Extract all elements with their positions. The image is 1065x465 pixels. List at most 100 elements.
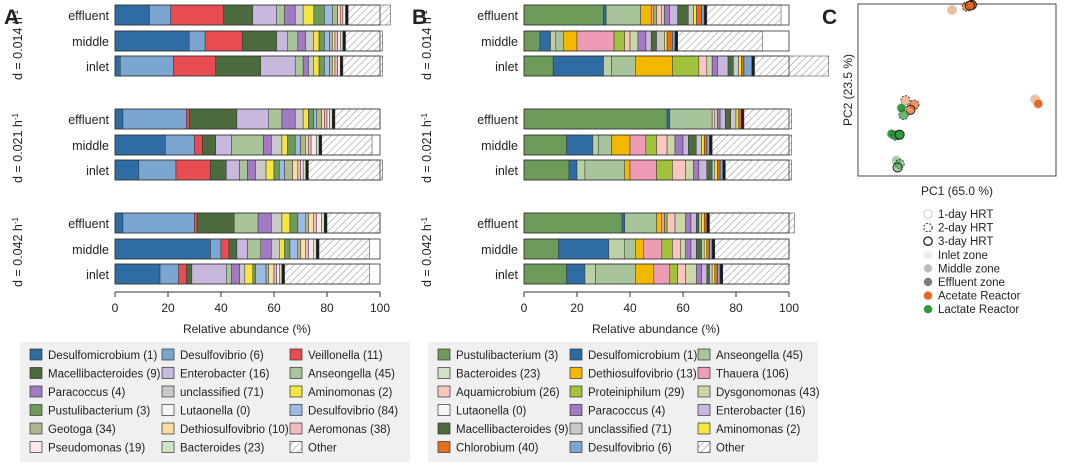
panel-a-bar-5-segment-2	[175, 159, 211, 181]
panel-c-legend-item-hrt3: 3-day HRT	[938, 236, 993, 248]
panel-label-a: A	[4, 6, 19, 29]
panel-b-legend-item-15: Chlorobium (40)	[456, 443, 539, 455]
panel-b-bar-label-middle: middle	[481, 139, 518, 153]
panel-b-x-tick-label-60: 60	[676, 301, 690, 315]
panel-a-bar-8-segment-6	[231, 263, 240, 285]
panel-b-bar-2-segment-6	[672, 55, 700, 77]
panel-a-bar-1-segment-0	[114, 30, 190, 52]
panel-b-x-tick-label-40: 40	[623, 301, 637, 315]
panel-label-b: B	[412, 6, 427, 29]
panel-b-legend-item-6: Aquamicrobium (26)	[456, 387, 560, 399]
panel-b-legend-item-3: Bacteroides (23)	[456, 369, 541, 381]
panel-b-bar-6-segment-5	[661, 212, 665, 234]
panel-b-bar-5-segment-17	[722, 159, 726, 181]
panel-b-bar-8-segment-8	[685, 263, 697, 285]
panel-b-bar-5-segment-1	[568, 159, 578, 181]
panel-a-bar-3-segment-12	[321, 108, 325, 130]
panel-b-bar-0-segment-10	[669, 4, 678, 26]
panel-a-bar-5-segment-6	[247, 159, 256, 181]
panel-a-bar-5-segment-5	[239, 159, 248, 181]
panel-a-group-label-0: d = 0.014 h-1	[11, 9, 26, 80]
panel-b-bar-1-segment-5	[576, 30, 615, 52]
panel-b-legend-swatch-15	[437, 441, 451, 453]
panel-a-bar-1-segment-11	[329, 30, 333, 52]
panel-b-bar-6-segment-12	[698, 212, 702, 234]
panel-a-bar-1-segment-8	[313, 30, 320, 52]
panel-b-x-tick-label-0: 0	[521, 301, 528, 315]
panel-a-bar-3-segment-18	[334, 108, 381, 130]
panel-a-bar-6-segment-10	[297, 212, 307, 234]
panel-c-legend-marker-hrt3	[923, 236, 933, 246]
panel-a-legend-item-11: Desulfovibrio (84)	[308, 406, 398, 418]
panel-b-bar-0-segment-1	[603, 4, 607, 26]
panel-a-bar-label-middle: middle	[72, 35, 109, 49]
panel-a-bar-2-segment-11	[329, 55, 333, 77]
panel-a-bar-3-segment-7	[294, 108, 304, 130]
panel-b-legend-item-10: Paracoccus (4)	[588, 406, 666, 418]
panel-b-bar-4-segment-17	[709, 134, 713, 156]
panel-b-bar-6-segment-11	[696, 212, 700, 234]
panel-a-bar-5-outline	[114, 159, 381, 181]
panel-b-bar-5-segment-0	[523, 159, 570, 181]
panel-b-bar-4-segment-3	[597, 134, 612, 156]
panel-b-bar-0-segment-6	[653, 4, 657, 26]
panel-a-bar-label-middle: middle	[72, 243, 109, 257]
panel-a-bar-1-segment-5	[287, 30, 299, 52]
panel-b-bar-1-segment-18	[677, 30, 763, 52]
panel-a-x-tick-label-60: 60	[267, 301, 281, 315]
panel-b-bar-6-segment-18	[709, 212, 795, 234]
panel-b-legend-item-16: Desulfovibrio (6)	[588, 443, 672, 455]
panel-b-bar-label-middle: middle	[481, 243, 518, 257]
panel-b-bar-4-segment-10	[682, 134, 689, 156]
panel-a-bar-2-segment-17	[340, 55, 344, 77]
panel-b-bar-label-inlet: inlet	[495, 164, 518, 178]
panel-c-legend-marker-acetate	[923, 291, 933, 300]
panel-a-bar-0-segment-8	[302, 4, 314, 26]
panel-a-bar-7-segment-13	[305, 238, 309, 260]
panel-a-bar-0-segment-5	[276, 4, 285, 26]
panel-b-bar-6-segment-7	[666, 212, 676, 234]
panel-b-bar-8-segment-9	[696, 263, 702, 285]
panel-a-bar-4-segment-18	[321, 134, 373, 156]
panel-b-bar-5-segment-6	[656, 159, 673, 181]
panel-b-bar-1-segment-3	[555, 30, 564, 52]
panel-b-bar-3-segment-18	[743, 108, 792, 130]
panel-a-bar-2-segment-10	[324, 55, 330, 77]
panel-b-bar-8-segment-12	[709, 263, 713, 285]
panel-b-bar-5-segment-5	[629, 159, 657, 181]
panel-b-bar-0-segment-3	[605, 4, 641, 26]
panel-a-legend-item-3: Macellibacteroides (9)	[48, 369, 161, 381]
panel-b-bar-0-outline	[523, 4, 790, 26]
panel-b-bar-2-segment-15	[743, 55, 753, 77]
panel-b-xlabel: Relative abundance (%)	[592, 322, 720, 336]
panel-a-bar-2-segment-8	[313, 55, 320, 77]
panel-a-bar-2-outline	[114, 55, 381, 77]
panel-b-bar-8-segment-17	[719, 263, 723, 285]
panel-b-legend-item-5: Thauera (106)	[716, 369, 789, 381]
panel-b-bar-0-segment-0	[523, 4, 604, 26]
panel-a-bar-6-segment-15	[321, 212, 325, 234]
panel-b-bar-7-segment-17	[711, 238, 716, 260]
panel-a-group-label-2: d = 0.042 h-1	[11, 216, 26, 287]
panel-a-bar-6-segment-9	[289, 212, 299, 234]
panel-b-legend-swatch-7	[569, 385, 583, 398]
panel-b-bar-2-segment-17	[751, 55, 755, 77]
panel-c-legend-marker-middle	[923, 264, 933, 273]
panel-a-legend-swatch-0	[29, 348, 43, 361]
panel-b-bar-2-segment-12	[733, 55, 739, 77]
panel-a-bar-7-segment-1	[210, 238, 222, 260]
panel-c-legend-item-hrt2: 2-day HRT	[938, 223, 993, 235]
panel-b-bar-1-segment-6	[613, 30, 625, 52]
panel-b-bar-7-segment-15	[709, 238, 713, 260]
panel-a-legend-swatch-2	[289, 348, 303, 361]
panel-a-x-tick-label-40: 40	[214, 301, 228, 315]
panel-b-bar-2-segment-10	[717, 55, 729, 77]
panel-a-bar-6-segment-14	[316, 212, 322, 234]
panel-b-bar-6-segment-6	[664, 212, 668, 234]
panel-a-legend-swatch-1	[161, 348, 175, 361]
panel-c-legend-marker-effluent	[923, 277, 933, 287]
panel-b-bar-4-segment-9	[674, 134, 684, 156]
panel-b-bar-2-segment-3	[611, 55, 636, 77]
panel-a-bar-0-segment-13	[340, 4, 344, 26]
